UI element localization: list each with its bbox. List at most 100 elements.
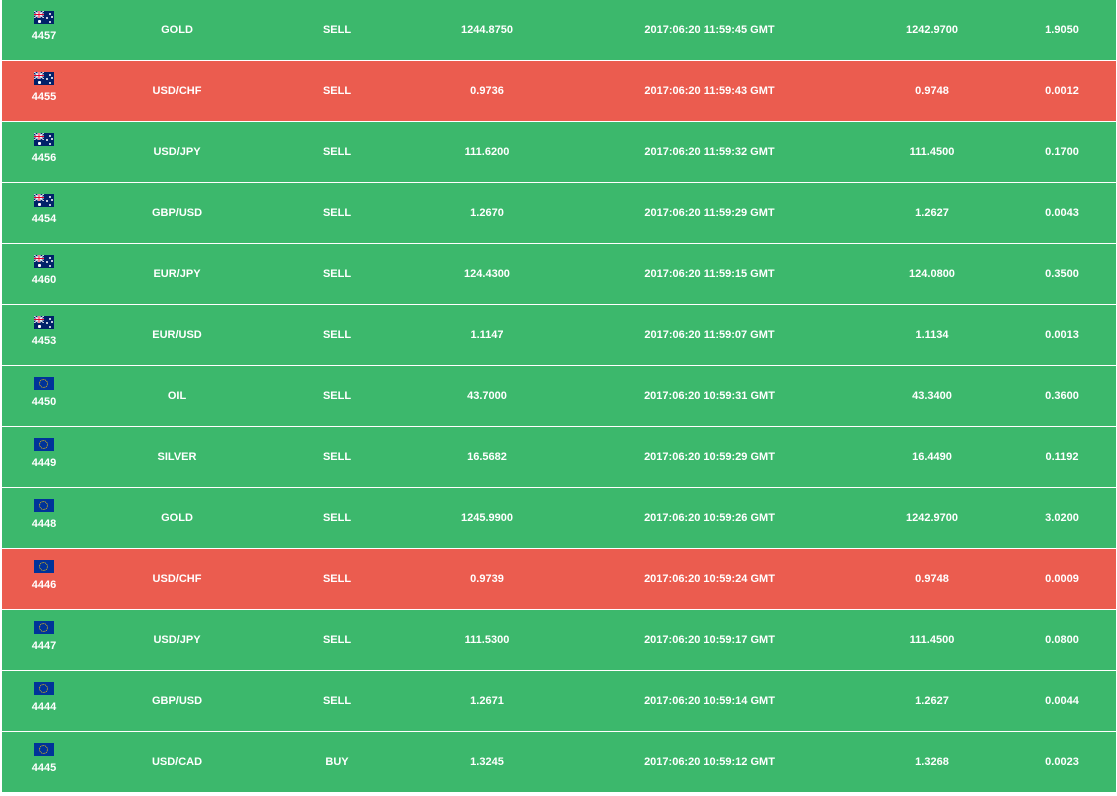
- open-price: 124.4300: [464, 268, 510, 280]
- difference: 0.0800: [1045, 634, 1079, 646]
- table-row[interactable]: 4455 USD/CHF SELL 0.9736 2017:06:20 11:5…: [2, 61, 1116, 122]
- side: SELL: [322, 24, 352, 36]
- table-row[interactable]: 4444 GBP/USD SELL 1.2671 2017:06:20 10:5…: [2, 671, 1116, 732]
- open-price: 1.1147: [470, 329, 504, 341]
- difference: 1.9050: [1045, 24, 1079, 36]
- symbol: OIL: [167, 390, 187, 402]
- close-price: 1242.9700: [906, 24, 958, 36]
- close-price: 111.4500: [909, 146, 955, 158]
- trade-id: 4460: [31, 274, 57, 286]
- side: SELL: [322, 390, 352, 402]
- open-price: 1244.8750: [461, 24, 513, 36]
- difference: 0.0044: [1045, 695, 1079, 707]
- close-price: 16.4490: [912, 451, 952, 463]
- table-row[interactable]: 4456 USD/JPY SELL 111.6200 2017:06:20 11…: [2, 122, 1116, 183]
- close-price: 1.2627: [915, 207, 949, 219]
- side: SELL: [322, 207, 352, 219]
- close-price: 1.2627: [915, 695, 949, 707]
- side: SELL: [322, 451, 352, 463]
- table-row[interactable]: 4445 USD/CAD BUY 1.3245 2017:06:20 10:59…: [2, 732, 1116, 793]
- timestamp: 2017:06:20 11:59:07 GMT: [644, 329, 775, 341]
- timestamp: 2017:06:20 11:59:43 GMT: [644, 85, 775, 97]
- difference: 0.1192: [1045, 451, 1079, 463]
- trade-id: 4450: [31, 396, 57, 408]
- side: BUY: [325, 756, 349, 768]
- trade-id: 4457: [31, 30, 57, 42]
- symbol: USD/CHF: [152, 85, 202, 97]
- table-row[interactable]: 4446 USD/CHF SELL 0.9739 2017:06:20 10:5…: [2, 549, 1116, 610]
- open-price: 0.9736: [470, 85, 504, 97]
- eu-flag-icon: [34, 743, 54, 756]
- trade-id: 4456: [31, 152, 57, 164]
- table-row[interactable]: 4447 USD/JPY SELL 111.5300 2017:06:20 10…: [2, 610, 1116, 671]
- timestamp: 2017:06:20 10:59:14 GMT: [644, 695, 775, 707]
- open-price: 16.5682: [467, 451, 507, 463]
- trade-id: 4448: [31, 518, 57, 530]
- trade-id: 4449: [31, 457, 57, 469]
- timestamp: 2017:06:20 11:59:45 GMT: [644, 24, 775, 36]
- symbol: GBP/USD: [151, 207, 203, 219]
- difference: 0.0023: [1045, 756, 1079, 768]
- timestamp: 2017:06:20 10:59:31 GMT: [644, 390, 775, 402]
- symbol: GOLD: [161, 24, 193, 36]
- close-price: 1.1134: [915, 329, 949, 341]
- close-price: 111.4500: [909, 634, 955, 646]
- difference: 0.3600: [1045, 390, 1079, 402]
- au-flag-icon: [34, 194, 54, 207]
- side: SELL: [322, 85, 352, 97]
- eu-flag-icon: [34, 560, 54, 573]
- eu-flag-icon: [34, 438, 54, 451]
- timestamp: 2017:06:20 10:59:12 GMT: [644, 756, 775, 768]
- symbol: USD/JPY: [153, 146, 201, 158]
- close-price: 0.9748: [915, 85, 949, 97]
- table-row[interactable]: 4460 EUR/JPY SELL 124.4300 2017:06:20 11…: [2, 244, 1116, 305]
- eu-flag-icon: [34, 499, 54, 512]
- timestamp: 2017:06:20 11:59:32 GMT: [644, 146, 775, 158]
- table-row[interactable]: 4450 OIL SELL 43.7000 2017:06:20 10:59:3…: [2, 366, 1116, 427]
- trade-id: 4444: [31, 701, 57, 713]
- au-flag-icon: [34, 133, 54, 146]
- side: SELL: [322, 329, 352, 341]
- timestamp: 2017:06:20 10:59:29 GMT: [644, 451, 775, 463]
- trade-id: 4453: [31, 335, 57, 347]
- open-price: 1.2671: [470, 695, 504, 707]
- symbol: EUR/JPY: [153, 268, 201, 280]
- symbol: USD/CAD: [151, 756, 203, 768]
- table-row[interactable]: 4448 GOLD SELL 1245.9900 2017:06:20 10:5…: [2, 488, 1116, 549]
- trade-id: 4446: [31, 579, 57, 591]
- open-price: 1245.9900: [461, 512, 513, 524]
- difference: 0.0009: [1045, 573, 1079, 585]
- difference: 0.0043: [1045, 207, 1079, 219]
- difference: 0.0013: [1045, 329, 1079, 341]
- au-flag-icon: [34, 255, 54, 268]
- table-row[interactable]: 4454 GBP/USD SELL 1.2670 2017:06:20 11:5…: [2, 183, 1116, 244]
- timestamp: 2017:06:20 10:59:17 GMT: [644, 634, 775, 646]
- open-price: 111.5300: [464, 634, 510, 646]
- close-price: 1.3268: [915, 756, 949, 768]
- timestamp: 2017:06:20 10:59:24 GMT: [644, 573, 775, 585]
- table-row[interactable]: 4449 SILVER SELL 16.5682 2017:06:20 10:5…: [2, 427, 1116, 488]
- symbol: USD/CHF: [152, 573, 202, 585]
- eu-flag-icon: [34, 377, 54, 390]
- close-price: 124.0800: [909, 268, 955, 280]
- open-price: 1.2670: [470, 207, 504, 219]
- side: SELL: [322, 268, 352, 280]
- au-flag-icon: [34, 72, 54, 85]
- open-price: 0.9739: [470, 573, 504, 585]
- open-price: 43.7000: [467, 390, 507, 402]
- table-row[interactable]: 4457 GOLD SELL 1244.8750 2017:06:20 11:5…: [2, 0, 1116, 61]
- open-price: 111.6200: [464, 146, 510, 158]
- table-row[interactable]: 4453 EUR/USD SELL 1.1147 2017:06:20 11:5…: [2, 305, 1116, 366]
- symbol: GOLD: [161, 512, 193, 524]
- difference: 3.0200: [1045, 512, 1079, 524]
- close-price: 0.9748: [915, 573, 949, 585]
- difference: 0.3500: [1045, 268, 1079, 280]
- side: SELL: [322, 634, 352, 646]
- close-price: 1242.9700: [906, 512, 958, 524]
- side: SELL: [322, 146, 352, 158]
- trade-id: 4455: [31, 91, 57, 103]
- trade-id: 4454: [31, 213, 57, 225]
- symbol: GBP/USD: [151, 695, 203, 707]
- trade-id: 4445: [31, 762, 57, 774]
